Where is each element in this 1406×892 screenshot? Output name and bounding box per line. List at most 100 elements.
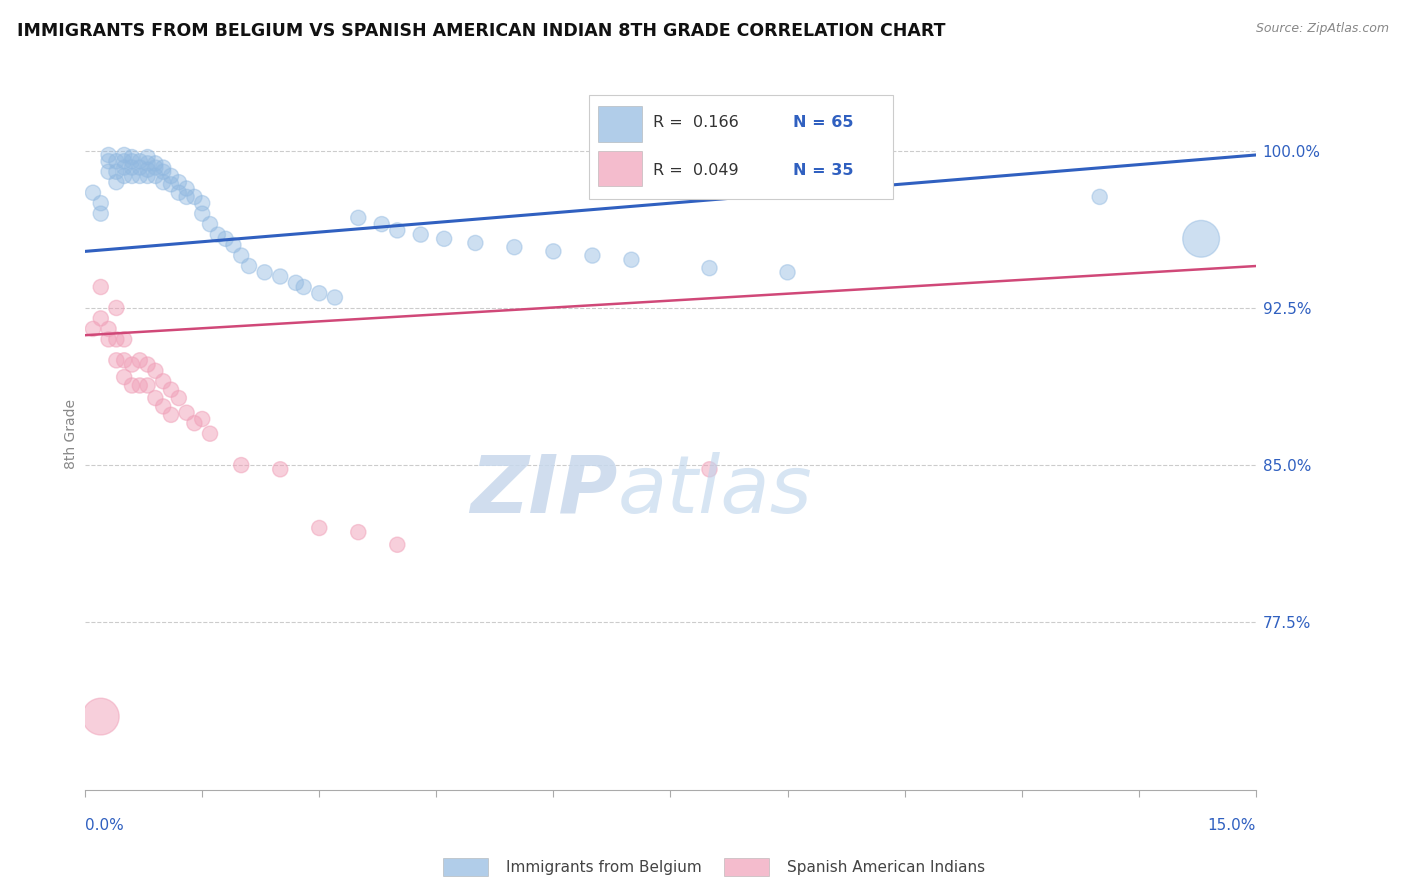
Point — [433, 232, 456, 246]
Point — [222, 238, 245, 252]
Point — [136, 358, 159, 372]
Point — [269, 462, 291, 476]
Point — [323, 290, 346, 304]
Point — [136, 150, 159, 164]
Point — [97, 332, 120, 346]
Point — [128, 378, 150, 392]
Point — [214, 232, 236, 246]
Point — [112, 148, 135, 162]
Point — [152, 400, 174, 414]
Point — [105, 175, 128, 189]
Text: 0.0%: 0.0% — [86, 819, 124, 833]
Point — [121, 154, 143, 169]
Point — [152, 165, 174, 179]
Text: atlas: atlas — [617, 451, 813, 530]
Point — [145, 364, 167, 378]
Point — [207, 227, 229, 242]
Point — [160, 169, 183, 183]
Point — [152, 374, 174, 388]
Point — [112, 154, 135, 169]
Point — [160, 178, 183, 192]
Point — [145, 391, 167, 405]
Text: IMMIGRANTS FROM BELGIUM VS SPANISH AMERICAN INDIAN 8TH GRADE CORRELATION CHART: IMMIGRANTS FROM BELGIUM VS SPANISH AMERI… — [17, 22, 945, 40]
Point — [231, 249, 253, 263]
Point — [97, 165, 120, 179]
Point — [136, 162, 159, 177]
Point — [136, 156, 159, 170]
Point — [176, 190, 198, 204]
Point — [97, 322, 120, 336]
Point — [167, 175, 190, 189]
Point — [620, 252, 643, 267]
Point — [253, 265, 276, 279]
Point — [409, 227, 432, 242]
Text: Immigrants from Belgium: Immigrants from Belgium — [506, 860, 702, 874]
Point — [464, 235, 486, 250]
FancyBboxPatch shape — [598, 106, 643, 142]
Point — [145, 161, 167, 175]
Point — [152, 175, 174, 189]
Point — [231, 458, 253, 472]
Point — [112, 370, 135, 384]
Point — [105, 154, 128, 169]
Point — [347, 525, 370, 540]
Point — [581, 249, 603, 263]
Point — [121, 358, 143, 372]
Point — [105, 332, 128, 346]
Point — [90, 196, 112, 211]
Point — [1189, 232, 1212, 246]
Point — [699, 462, 721, 476]
FancyBboxPatch shape — [589, 95, 893, 199]
Point — [176, 181, 198, 195]
Text: Source: ZipAtlas.com: Source: ZipAtlas.com — [1256, 22, 1389, 36]
Point — [90, 709, 112, 723]
Text: Spanish American Indians: Spanish American Indians — [787, 860, 986, 874]
Point — [112, 169, 135, 183]
Point — [776, 265, 799, 279]
Point — [128, 169, 150, 183]
Text: 15.0%: 15.0% — [1208, 819, 1256, 833]
Point — [308, 521, 330, 535]
Point — [105, 301, 128, 315]
Point — [121, 161, 143, 175]
Point — [191, 207, 214, 221]
Point — [112, 332, 135, 346]
Point — [105, 353, 128, 368]
Point — [121, 169, 143, 183]
Point — [82, 186, 104, 200]
Point — [90, 311, 112, 326]
Point — [128, 353, 150, 368]
Point — [699, 261, 721, 276]
Point — [284, 276, 307, 290]
Point — [136, 378, 159, 392]
Point — [97, 148, 120, 162]
Point — [90, 280, 112, 294]
Point — [112, 353, 135, 368]
FancyBboxPatch shape — [598, 151, 643, 186]
Point — [238, 259, 260, 273]
Point — [97, 154, 120, 169]
Point — [347, 211, 370, 225]
Point — [387, 223, 409, 237]
Text: N = 65: N = 65 — [793, 115, 853, 130]
Point — [160, 408, 183, 422]
Point — [152, 161, 174, 175]
Y-axis label: 8th Grade: 8th Grade — [65, 399, 79, 468]
Point — [167, 391, 190, 405]
Point — [145, 169, 167, 183]
Point — [387, 538, 409, 552]
Point — [136, 169, 159, 183]
Point — [191, 196, 214, 211]
Point — [145, 156, 167, 170]
Point — [198, 426, 221, 441]
Point — [121, 150, 143, 164]
Point — [198, 217, 221, 231]
Point — [183, 190, 205, 204]
Point — [121, 378, 143, 392]
Point — [128, 154, 150, 169]
Point — [503, 240, 526, 254]
Text: ZIP: ZIP — [471, 451, 617, 530]
Point — [105, 165, 128, 179]
Point — [308, 286, 330, 301]
Point — [176, 406, 198, 420]
